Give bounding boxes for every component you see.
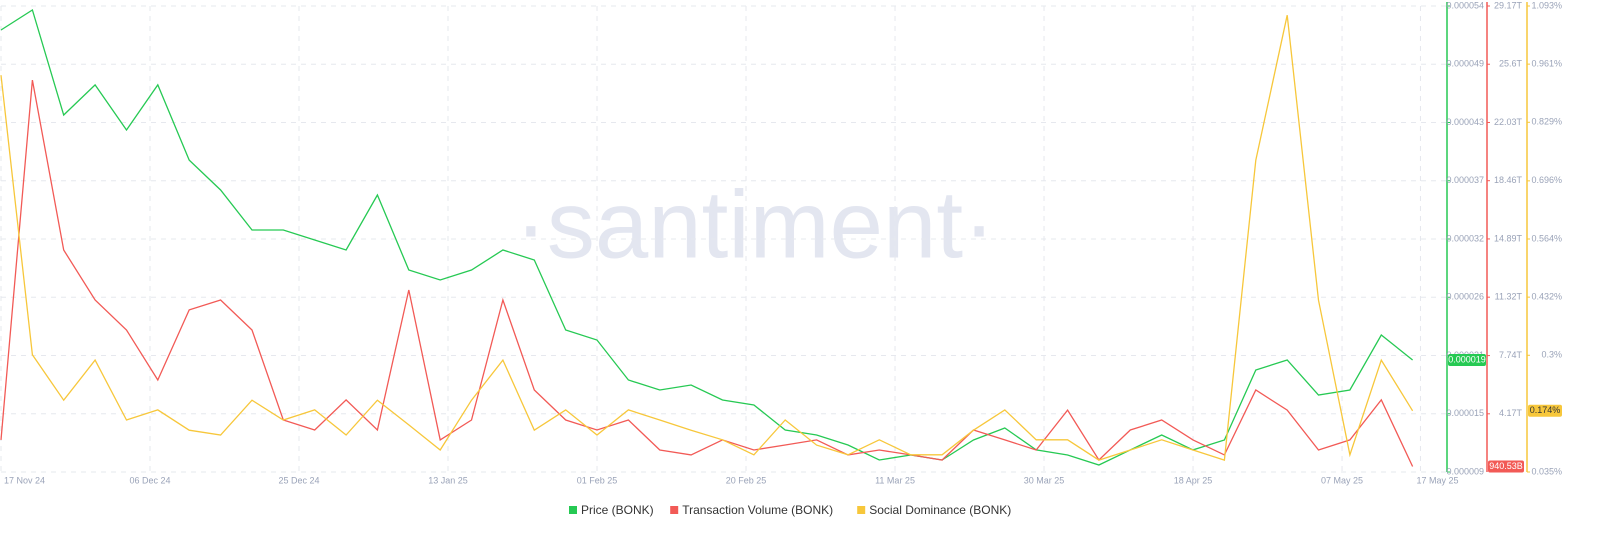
y-tick-label: 25.6T (1499, 59, 1523, 69)
legend-swatch (670, 506, 679, 514)
legend-label: Price (BONK) (581, 503, 654, 517)
x-tick-label: 06 Dec 24 (129, 475, 170, 485)
current-value-badge (1528, 404, 1562, 417)
y-tick-label: 1.093% (1531, 0, 1562, 10)
y-tick-label: 0.035% (1531, 466, 1562, 476)
y-tick-label: 0.000043 (1446, 117, 1484, 127)
series-line (0, 8, 1414, 466)
x-tick-label: 17 Nov 24 (4, 475, 45, 485)
y-tick-label: 0.000054 (1446, 0, 1484, 10)
y-tick-label: 0.432% (1531, 292, 1562, 302)
legend-label: Transaction Volume (BONK) (682, 503, 833, 517)
y-tick-label: 0.961% (1531, 59, 1562, 69)
y-tick-label: 0.696% (1531, 175, 1562, 185)
x-tick-label: 07 May 25 (1321, 475, 1363, 485)
y-tick-label: 0.3% (1541, 350, 1562, 360)
x-tick-label: 11 Mar 25 (875, 475, 915, 485)
y-tick-label: 11.32T (1495, 292, 1523, 302)
y-tick-label: 0.829% (1531, 117, 1562, 127)
current-value-badge (1448, 353, 1486, 366)
y-tick-label: 0.000009 (1446, 466, 1484, 476)
y-tick-label: 7.74T (1499, 350, 1523, 360)
y-tick-label: 22.03T (1494, 117, 1523, 127)
x-tick-label: 20 Feb 25 (726, 475, 767, 485)
y-tick-label: 0.564% (1531, 233, 1562, 243)
legend-swatch (857, 506, 866, 514)
y-tick-label: 29.17T (1494, 0, 1523, 10)
current-value-label: 0.000019 (1448, 354, 1486, 364)
y-tick-label: 0.000049 (1446, 59, 1484, 69)
current-value-label: 940.53B (1489, 461, 1523, 471)
y-tick-label: 0.000015 (1446, 408, 1484, 418)
x-tick-label: 25 Dec 24 (278, 475, 319, 485)
x-tick-label: 30 Mar 25 (1024, 475, 1065, 485)
current-value-label: 0.174% (1530, 405, 1561, 415)
series-line (0, 79, 1414, 467)
y-tick-label: 4.17T (1499, 408, 1523, 418)
current-value-badge (1488, 460, 1524, 473)
y-tick-label: 0.000032 (1446, 233, 1484, 243)
y-tick-label: 14.89T (1494, 233, 1523, 243)
y-tick-label: 18.46T (1494, 175, 1523, 185)
series-line (0, 15, 1414, 461)
x-tick-label: 01 Feb 25 (577, 475, 618, 485)
legend-label: Social Dominance (BONK) (869, 503, 1011, 517)
x-tick-label: 13 Jan 25 (428, 475, 468, 485)
x-tick-label: 17 May 25 (1416, 475, 1458, 485)
x-tick-label: 18 Apr 25 (1174, 475, 1213, 485)
legend-swatch (569, 506, 577, 514)
y-tick-label: 0.000037 (1446, 175, 1484, 185)
y-tick-label: 0.000026 (1446, 292, 1484, 302)
watermark: ·santiment· (515, 171, 995, 278)
